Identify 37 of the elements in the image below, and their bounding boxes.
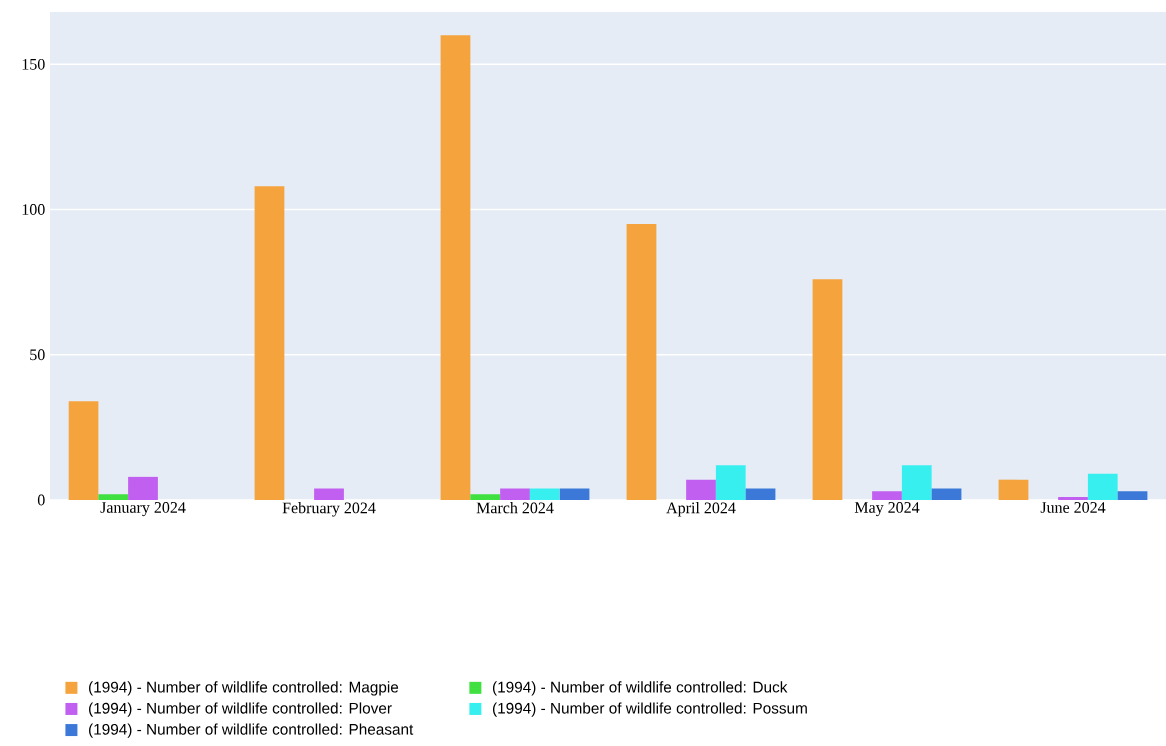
bar [931,488,962,500]
y-tick-label: 50 [30,349,45,361]
y-tick-label: 0 [37,494,45,506]
bar [68,401,99,500]
bar [128,476,158,500]
bar [98,494,129,500]
bar [812,279,843,500]
x-tick-label: May 2024 [854,502,920,517]
x-tick-label: June 2024 [1040,502,1106,513]
x-tick-label: April 2024 [666,502,736,517]
bar [998,479,1029,500]
bar [1117,491,1148,500]
bar [715,465,746,500]
legend-label: (1994) - Number of wildlife controlled: Magpie [89,681,399,696]
bar [254,186,285,500]
y-tick-label: 100 [22,204,45,215]
bar [500,488,530,500]
x-tick-label: February 2024 [282,502,376,517]
bar [872,491,902,500]
bar [626,224,657,500]
legend-label: (1994) - Number of wildlife controlled: Pheasant [89,723,414,738]
bar [470,494,501,500]
bar [1087,473,1118,500]
bar [559,488,590,500]
bar [745,488,776,500]
x-tick-label: January 2024 [100,502,186,517]
bar [314,488,344,500]
bar [440,35,471,500]
bar [901,465,932,500]
legend-label: (1994) - Number of wildlife controlled: Plover [89,702,392,717]
legend-label: (1994) - Number of wildlife controlled: Possum [492,702,807,717]
x-tick-label: March 2024 [476,502,554,514]
y-tick-label: 150 [22,58,45,70]
legend-label: (1994) - Number of wildlife controlled: Duck [492,681,788,696]
bar [529,488,560,500]
bar [686,479,716,500]
bar [1058,497,1088,500]
